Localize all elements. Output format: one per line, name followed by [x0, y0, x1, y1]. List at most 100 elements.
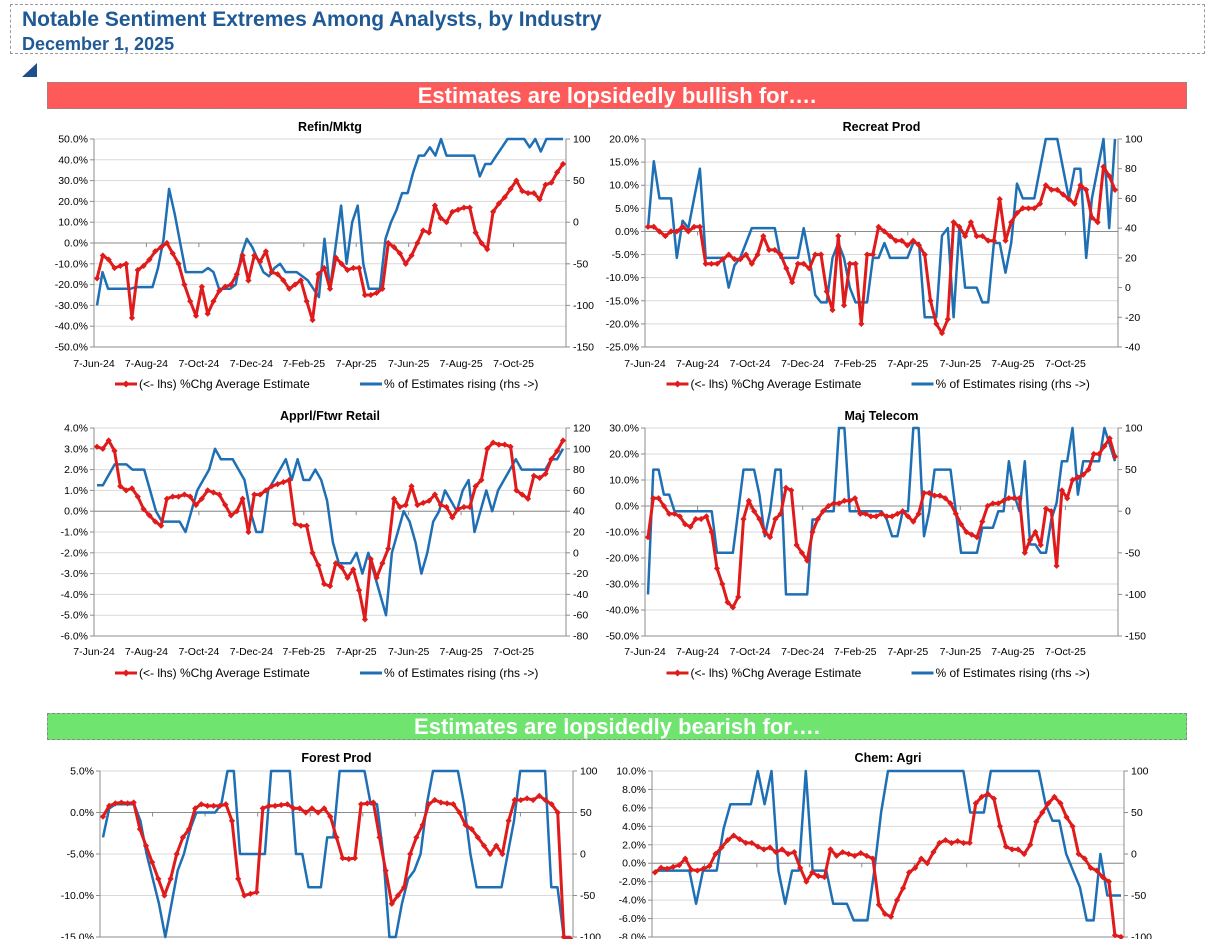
data-point-marker — [402, 260, 409, 267]
chart-forest-prod: Forest Prod 5.0% 0.0% -5.0% -10.0% -15.0% 100 5… — [61, 751, 601, 939]
data-point-marker — [296, 805, 303, 812]
data-point-marker — [314, 809, 322, 816]
data-point-marker — [1085, 466, 1092, 473]
data-point-marker — [413, 834, 420, 841]
data-point-marker — [466, 503, 473, 511]
data-point-marker — [989, 500, 997, 507]
data-point-marker — [355, 587, 363, 594]
data-point-marker — [840, 302, 848, 309]
legend-label-pct-rising: % of Estimates rising (rhs ->) — [384, 666, 538, 680]
data-point-marker — [559, 437, 567, 444]
data-point-marker — [286, 285, 293, 292]
data-point-marker — [1080, 471, 1087, 478]
legend-label-pct-rising: % of Estimates rising (rhs ->) — [936, 377, 1090, 391]
left-tick-label: -10.0% — [61, 890, 94, 902]
data-point-marker — [835, 500, 843, 507]
series-pct-rising-line — [101, 769, 570, 939]
data-point-marker — [394, 892, 402, 899]
data-point-marker — [338, 260, 345, 267]
x-tick-label: 7-Oct-25 — [1045, 646, 1086, 658]
left-tick-label: 10.0% — [609, 180, 639, 192]
data-point-marker — [268, 483, 275, 490]
data-point-marker — [315, 271, 322, 278]
report-date: December 1, 2025 — [22, 34, 175, 54]
left-tick-label: -30.0% — [606, 579, 639, 591]
chart-title: Recreat Prod — [843, 120, 921, 134]
data-point-marker — [222, 283, 229, 290]
chart-title: Maj Telecom — [844, 409, 918, 423]
data-point-marker — [239, 495, 246, 502]
left-tick-label: 20.0% — [58, 196, 88, 208]
data-point-marker — [227, 281, 235, 288]
left-tick-label: 4.0% — [64, 423, 88, 435]
data-point-marker — [791, 849, 798, 856]
chart-chem-agri: Chem: Agri 10.0% 8.0% 6.0% 4.0% 2.0% 0.0% -2.0%… — [616, 751, 1152, 939]
data-point-marker — [408, 252, 415, 259]
data-point-marker — [954, 837, 961, 845]
left-tick-label: 0.0% — [64, 238, 88, 250]
data-point-marker — [927, 297, 934, 304]
left-tick-label: 0.0% — [615, 226, 639, 238]
data-point-marker — [996, 823, 1004, 830]
data-point-marker — [297, 277, 304, 284]
left-tick-label: -2.0% — [61, 547, 88, 559]
data-point-marker — [823, 288, 830, 295]
left-tick-label: -1.0% — [61, 527, 88, 539]
data-point-marker — [984, 790, 992, 798]
data-point-marker — [278, 801, 285, 809]
data-point-marker — [650, 495, 657, 502]
data-point-marker — [766, 534, 774, 541]
chart-legend: (<- lhs) %Chg Average Estimate % of Estim… — [115, 377, 538, 391]
right-tick-label: -80 — [573, 631, 588, 643]
data-point-marker — [673, 228, 680, 235]
data-point-marker — [303, 522, 310, 529]
right-tick-label: 120 — [573, 423, 591, 435]
data-point-marker — [1051, 793, 1058, 800]
data-point-marker — [920, 489, 928, 497]
data-point-marker — [198, 495, 205, 502]
left-tick-label: 0.0% — [64, 506, 88, 518]
data-point-marker — [804, 557, 811, 564]
x-tick-label: 7-Aug-24 — [125, 646, 168, 658]
left-tick-label: -10.0% — [55, 258, 88, 270]
data-point-marker — [382, 867, 389, 874]
right-tick-label: 100 — [573, 134, 591, 146]
data-point-marker — [1069, 823, 1076, 830]
data-point-marker — [712, 850, 719, 858]
data-point-marker — [373, 289, 380, 297]
data-point-marker — [499, 850, 506, 858]
left-tick-label: 8.0% — [622, 784, 646, 796]
left-tick-label: -4.0% — [61, 589, 88, 601]
data-point-marker — [778, 846, 786, 853]
right-tick-label: 0 — [1125, 282, 1131, 294]
legend-label-avg-estimate: (<- lhs) %Chg Average Estimate — [691, 666, 862, 680]
data-point-marker — [140, 506, 147, 513]
data-point-marker — [478, 476, 485, 484]
legend-label-avg-estimate: (<- lhs) %Chg Average Estimate — [139, 666, 310, 680]
data-point-marker — [396, 503, 403, 511]
data-point-marker — [513, 487, 520, 494]
data-point-marker — [772, 849, 780, 856]
chart-refin-mktg: Refin/Mktg 50.0% 40.0% 30.0% 20.0% 10.0% 0.0% -… — [55, 120, 594, 391]
data-point-marker — [444, 800, 451, 807]
chart-title: Refin/Mktg — [298, 120, 362, 134]
data-point-marker — [1111, 932, 1119, 939]
left-tick-label: 30.0% — [609, 423, 639, 435]
x-tick-label: 7-Jun-25 — [388, 358, 430, 370]
data-point-marker — [198, 801, 205, 808]
right-tick-label: 100 — [580, 766, 598, 778]
data-point-marker — [703, 513, 710, 520]
data-point-marker — [892, 237, 900, 244]
data-point-marker — [827, 846, 834, 853]
data-point-marker — [1117, 933, 1125, 939]
data-point-marker — [751, 508, 758, 515]
bearish-section-banner: Estimates are lopsidedly bearish for…. — [47, 713, 1187, 740]
chart-legend: (<- lhs) %Chg Average Estimate % of Estim… — [666, 666, 1090, 680]
data-point-marker — [708, 528, 715, 536]
left-tick-label: 15.0% — [609, 157, 639, 169]
data-point-marker — [402, 501, 409, 509]
data-point-marker — [724, 837, 731, 844]
data-point-marker — [303, 298, 310, 305]
chart-maj-telecom: Maj Telecom 30.0% 20.0% 10.0% 0.0% -10.0% -20.… — [606, 409, 1146, 680]
